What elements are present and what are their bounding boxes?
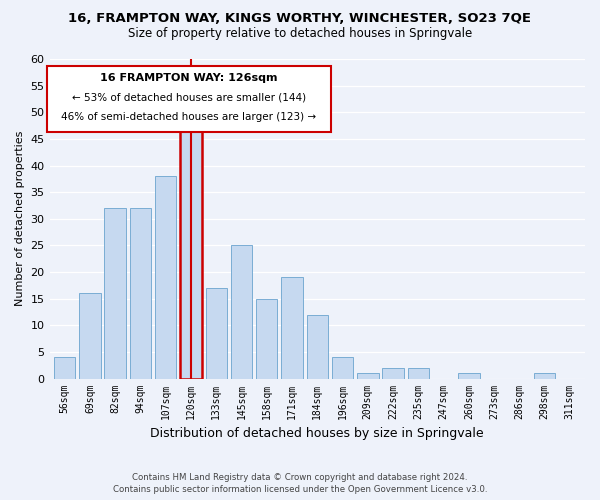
Text: 46% of semi-detached houses are larger (123) →: 46% of semi-detached houses are larger (…	[61, 112, 316, 122]
Bar	[104, 208, 126, 378]
Bar	[256, 298, 277, 378]
Bar	[79, 294, 101, 378]
X-axis label: Distribution of detached houses by size in Springvale: Distribution of detached houses by size …	[151, 427, 484, 440]
Bar	[458, 373, 479, 378]
Bar	[155, 176, 176, 378]
Text: 16, FRAMPTON WAY, KINGS WORTHY, WINCHESTER, SO23 7QE: 16, FRAMPTON WAY, KINGS WORTHY, WINCHEST…	[68, 12, 532, 26]
Text: Size of property relative to detached houses in Springvale: Size of property relative to detached ho…	[128, 28, 472, 40]
Bar	[206, 288, 227, 378]
Text: 16 FRAMPTON WAY: 126sqm: 16 FRAMPTON WAY: 126sqm	[100, 72, 278, 83]
Bar	[534, 373, 556, 378]
Text: ← 53% of detached houses are smaller (144): ← 53% of detached houses are smaller (14…	[71, 92, 306, 102]
Bar	[281, 278, 303, 378]
Bar	[332, 358, 353, 378]
Bar	[407, 368, 429, 378]
Bar	[382, 368, 404, 378]
Y-axis label: Number of detached properties: Number of detached properties	[15, 131, 25, 306]
Bar	[180, 118, 202, 378]
Bar	[54, 358, 76, 378]
Text: Contains HM Land Registry data © Crown copyright and database right 2024.: Contains HM Land Registry data © Crown c…	[132, 473, 468, 482]
Text: Contains public sector information licensed under the Open Government Licence v3: Contains public sector information licen…	[113, 484, 487, 494]
Bar	[231, 246, 252, 378]
Bar	[130, 208, 151, 378]
Bar	[357, 373, 379, 378]
Bar	[307, 314, 328, 378]
